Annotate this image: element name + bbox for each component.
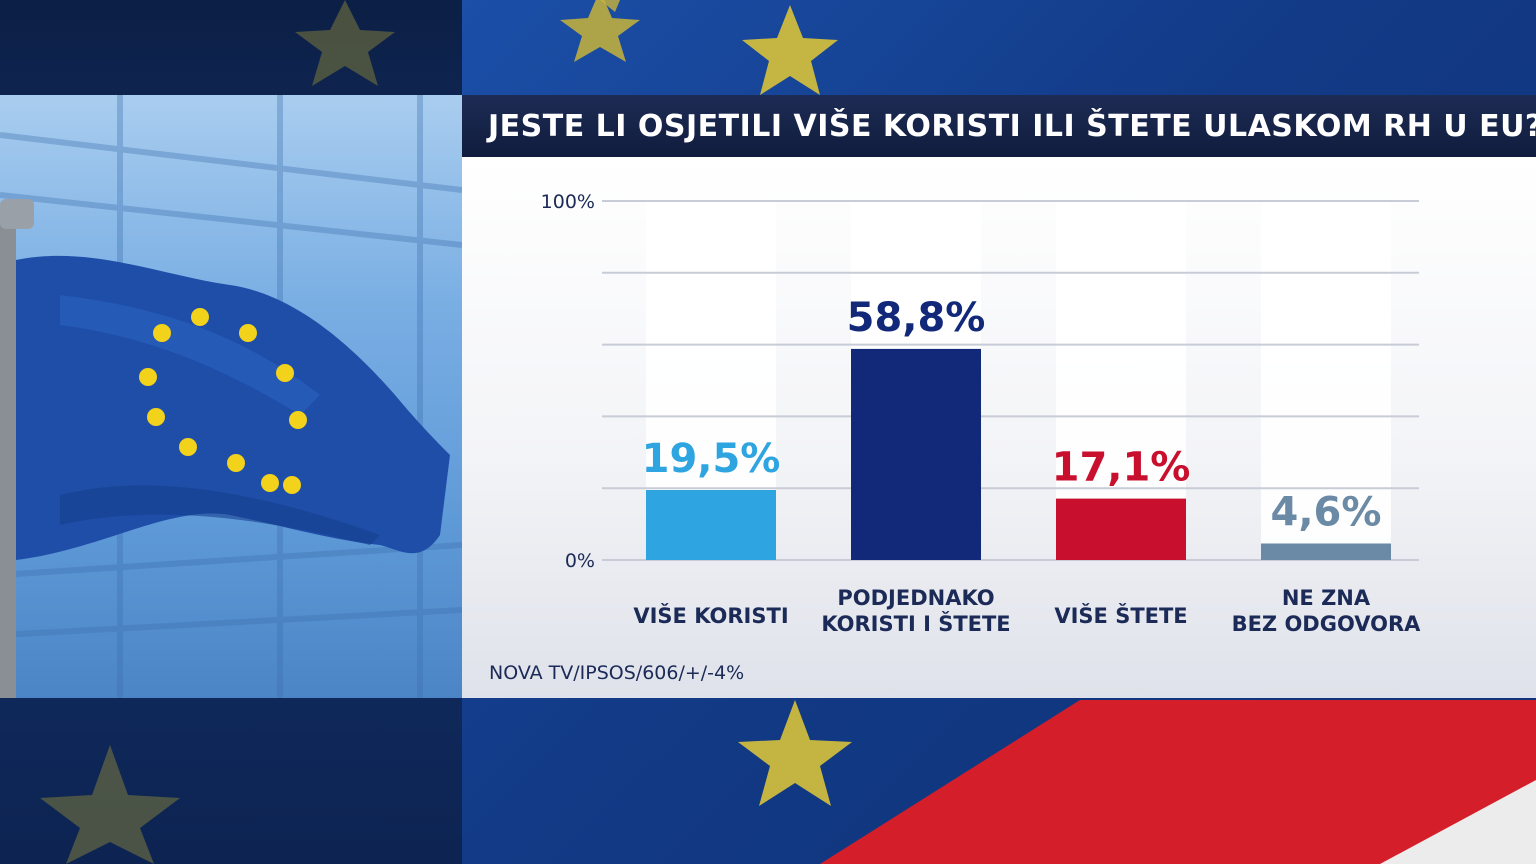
star-icon (40, 745, 180, 864)
star-icon (560, 0, 640, 62)
flag-red-band (820, 700, 1536, 864)
star-icon (276, 364, 294, 382)
bar (1261, 543, 1391, 560)
star-icon (191, 308, 209, 326)
data-label: 17,1% (1052, 445, 1191, 491)
data-label: 4,6% (1271, 489, 1382, 535)
star-icon (738, 700, 852, 806)
star-icon (289, 411, 307, 429)
star-icon (742, 5, 838, 95)
category-label: PODJEDNAKO (837, 586, 994, 610)
star-icon (227, 454, 245, 472)
bar (851, 348, 981, 560)
title-bar: JESTE LI OSJETILI VIŠE KORISTI ILI ŠTETE… (462, 95, 1536, 157)
category-label: BEZ ODGOVORA (1232, 612, 1422, 636)
star-icon (239, 324, 257, 342)
category-label: KORISTI I ŠTETE (821, 611, 1010, 636)
star-icon (139, 368, 157, 386)
y-tick-label: 0% (565, 550, 595, 572)
star-icon (179, 438, 197, 456)
category-label: VIŠE KORISTI (633, 603, 788, 628)
bar (646, 489, 776, 560)
eu-flag-photo (0, 95, 462, 698)
flagpole (0, 205, 16, 698)
star-icon (153, 324, 171, 342)
star-icon (283, 476, 301, 494)
star-icon (295, 0, 395, 86)
column-background (1261, 201, 1391, 560)
bar-chart: 100% 0% 19,5% VIŠE KORISTI 58,8% PODJEDNAKOKO… (541, 191, 1422, 636)
star-icon (261, 474, 279, 492)
chart-title: JESTE LI OSJETILI VIŠE KORISTI ILI ŠTETE… (488, 108, 1536, 144)
source-note: NOVA TV/IPSOS/606/+/-4% (489, 662, 745, 684)
data-label: 58,8% (847, 295, 986, 341)
star-icon (147, 408, 165, 426)
flag-white-band (1380, 780, 1536, 864)
category-label: VIŠE ŠTETE (1054, 603, 1187, 628)
chart-panel: 100% 0% 19,5% VIŠE KORISTI 58,8% PODJEDNAKO KO… (462, 157, 1536, 698)
data-label: 19,5% (642, 436, 781, 482)
bar (1056, 498, 1186, 560)
y-tick-label: 100% (541, 191, 595, 213)
category-label: NE ZNA (1282, 586, 1371, 610)
